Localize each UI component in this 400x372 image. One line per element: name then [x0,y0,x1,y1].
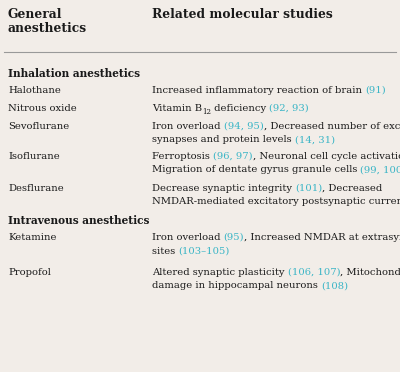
Text: , Decreased number of excitatory: , Decreased number of excitatory [264,122,400,131]
Text: , Increased NMDAR at extrasynaptic: , Increased NMDAR at extrasynaptic [244,233,400,242]
Text: Ferroptosis: Ferroptosis [152,152,213,161]
Text: Altered synaptic plasticity: Altered synaptic plasticity [152,268,288,277]
Text: Ketamine: Ketamine [8,233,56,242]
Text: (91): (91) [365,86,386,95]
Text: Intravenous anesthetics: Intravenous anesthetics [8,215,149,226]
Text: Migration of dentate gyrus granule cells: Migration of dentate gyrus granule cells [152,166,360,174]
Text: (96, 97): (96, 97) [213,152,253,161]
Text: (14, 31): (14, 31) [295,135,335,144]
Text: anesthetics: anesthetics [8,22,87,35]
Text: Iron overload: Iron overload [152,122,224,131]
Text: (99, 100): (99, 100) [360,166,400,174]
Text: Sevoflurane: Sevoflurane [8,122,69,131]
Text: Propofol: Propofol [8,268,51,277]
Text: Decrease synaptic integrity: Decrease synaptic integrity [152,184,295,193]
Text: sites: sites [152,247,178,256]
Text: Inhalation anesthetics: Inhalation anesthetics [8,68,140,79]
Text: Nitrous oxide: Nitrous oxide [8,104,77,113]
Text: (103–105): (103–105) [178,247,230,256]
Text: Increased inflammatory reaction of brain: Increased inflammatory reaction of brain [152,86,365,95]
Text: , Decreased: , Decreased [322,184,383,193]
Text: Vitamin B: Vitamin B [152,104,202,113]
Text: Desflurane: Desflurane [8,184,64,193]
Text: (106, 107): (106, 107) [288,268,340,277]
Text: Isoflurane: Isoflurane [8,152,60,161]
Text: , Mitochondrial: , Mitochondrial [340,268,400,277]
Text: synapses and protein levels: synapses and protein levels [152,135,295,144]
Text: (92, 93): (92, 93) [269,104,309,113]
Text: (101): (101) [295,184,322,193]
Text: damage in hippocampal neurons: damage in hippocampal neurons [152,282,321,291]
Text: NMDAR-mediated excitatory postsynaptic current: NMDAR-mediated excitatory postsynaptic c… [152,198,400,206]
Text: 12: 12 [202,108,211,116]
Text: General: General [8,8,62,21]
Text: deficiency: deficiency [211,104,269,113]
Text: (108): (108) [321,282,348,291]
Text: Iron overload: Iron overload [152,233,224,242]
Text: Halothane: Halothane [8,86,61,95]
Text: (95): (95) [224,233,244,242]
Text: (94, 95): (94, 95) [224,122,264,131]
Text: , Neuronal cell cycle activation: , Neuronal cell cycle activation [253,152,400,161]
Text: Related molecular studies: Related molecular studies [152,8,333,21]
